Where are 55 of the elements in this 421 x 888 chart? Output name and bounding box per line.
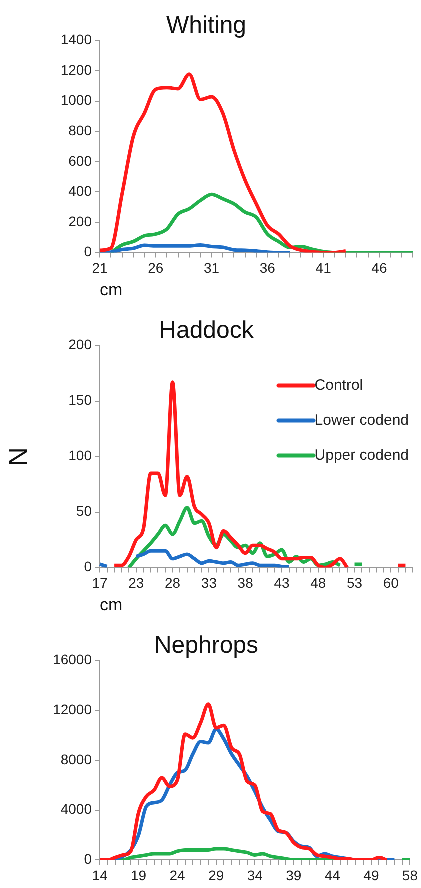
y-tick-label: 1400 [60, 32, 92, 48]
y-tick-label: 0 [84, 558, 92, 575]
legend-label: Upper codend [314, 446, 409, 464]
x-tick-label: 38 [238, 575, 254, 592]
line-series [98, 702, 389, 860]
y-tick-label: 200 [68, 213, 92, 230]
x-tick-label: 36 [260, 260, 276, 276]
x-tick-label: 23 [128, 575, 144, 592]
x-tick-label: 58 [402, 867, 418, 884]
x-axis-title: cm [100, 280, 123, 300]
x-tick-label: 44 [324, 867, 341, 884]
legend-label: Lower codend [314, 412, 409, 429]
y-tick-label: 0 [84, 851, 92, 868]
x-tick-label: 33 [201, 575, 218, 592]
x-tick-label: 19 [130, 867, 147, 884]
y-tick-label: 200 [68, 336, 92, 353]
y-axis-title: N [2, 447, 33, 466]
x-tick-label: 17 [92, 575, 108, 592]
chart-title: Nephrops [154, 632, 259, 660]
y-tick-label: 400 [68, 183, 92, 200]
y-tick-label: 0 [84, 244, 92, 260]
line-series [109, 192, 415, 253]
x-axis-title: cm [100, 595, 123, 614]
x-tick-label: 31 [204, 260, 220, 276]
x-tick-label: 48 [310, 575, 326, 592]
y-tick-label: 50 [76, 503, 92, 520]
y-tick-label: 12000 [53, 702, 92, 718]
x-tick-label: 53 [346, 575, 363, 592]
y-tick-label: 150 [68, 392, 92, 408]
line-series [98, 243, 292, 253]
x-tick-label: 39 [286, 867, 302, 884]
x-tick-label: 14 [92, 867, 108, 884]
y-tick-label: 100 [68, 448, 92, 464]
y-tick-label: 800 [68, 122, 92, 139]
x-tick-label: 24 [170, 867, 186, 884]
x-tick-label: 34 [247, 867, 264, 884]
y-tick-label: 4000 [60, 801, 92, 818]
x-tick-label: 60 [383, 575, 400, 592]
x-tick-label: 41 [316, 260, 332, 276]
y-tick-label: 8000 [60, 751, 92, 768]
x-tick-label: 43 [274, 575, 290, 592]
x-tick-label: 28 [165, 575, 181, 592]
x-tick-label: 46 [372, 260, 388, 276]
y-tick-label: 600 [68, 152, 92, 169]
x-tick-label: 29 [208, 867, 224, 884]
y-tick-label: 16000 [53, 652, 92, 668]
y-tick-label: 1200 [60, 62, 92, 78]
x-tick-label: 49 [364, 867, 380, 884]
x-tick-label: 21 [92, 260, 108, 276]
line-series [98, 72, 348, 253]
y-tick-label: 1000 [60, 92, 92, 108]
x-tick-label: 26 [148, 260, 164, 276]
legend-label: Control [314, 376, 364, 394]
chart-title: Haddock [159, 317, 255, 344]
chart-title: Whiting [166, 12, 247, 40]
